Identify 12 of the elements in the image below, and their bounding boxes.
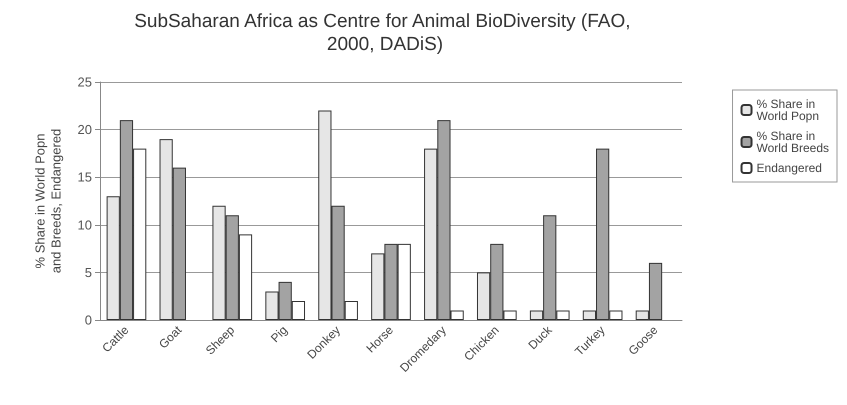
- legend-label: Endangered: [756, 161, 822, 175]
- x-tick-label: Pig: [268, 323, 290, 346]
- y-tick-label: 5: [84, 264, 92, 280]
- y-tick-label: 20: [78, 122, 92, 138]
- y-tick-label: 25: [78, 74, 92, 90]
- y-tick-label: 10: [78, 217, 92, 232]
- legend-label: % Share in World Breeds: [756, 129, 830, 155]
- y-axis-title: % Share in World Popn and Breeds, Endangered: [32, 128, 64, 274]
- y-tick-label: 0: [84, 312, 92, 328]
- y-tick-label: 15: [78, 170, 92, 185]
- legend-label: % Share in World Popn: [756, 97, 820, 123]
- chart-title: SubSaharan Africa as Centre for Animal BioDiversity (FAO, 2000, DADiS): [134, 11, 636, 55]
